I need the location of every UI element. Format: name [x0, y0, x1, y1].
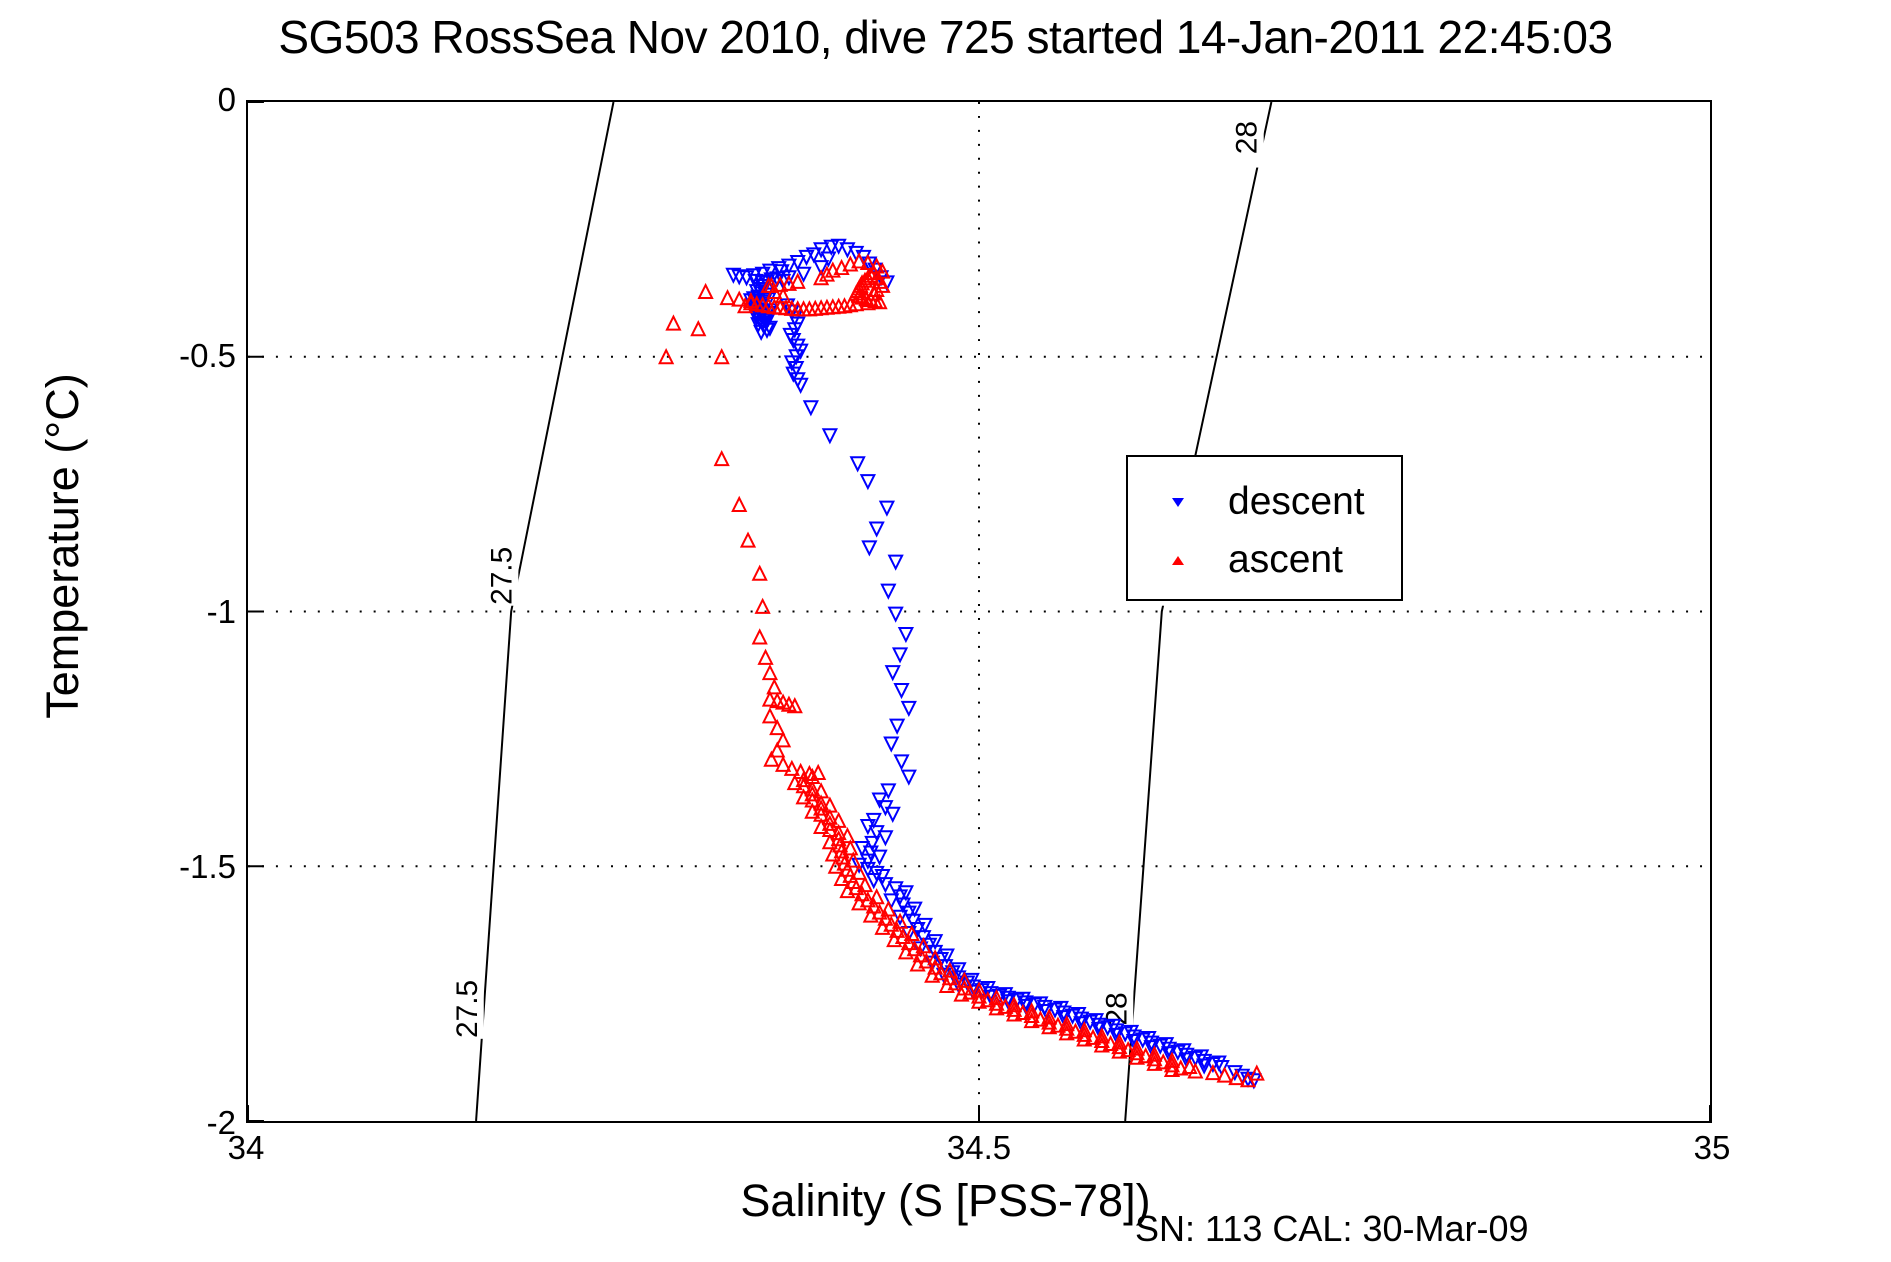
svg-text:28: 28 [1231, 121, 1264, 154]
sensor-calibration-note: SN: 113 CAL: 30-Mar-09 [1135, 1208, 1529, 1249]
page-title: SG503 RossSea Nov 2010, dive 725 started… [278, 11, 1613, 63]
series-descent [725, 238, 1262, 1090]
scatter-data-layer [658, 238, 1265, 1090]
x-tick-label: 34 [227, 1129, 265, 1166]
svg-text:27.5: 27.5 [451, 980, 484, 1038]
triangle-down-icon [1128, 497, 1228, 507]
plot-area: 27.527.5282828 [246, 100, 1712, 1123]
legend: descent ascent [1126, 455, 1403, 601]
grid-layer [247, 101, 1711, 1122]
x-axis-label: Salinity (S [PSS-78]) [740, 1175, 1151, 1226]
legend-label: descent [1228, 480, 1365, 523]
legend-item-descent[interactable]: descent [1128, 477, 1401, 527]
legend-item-ascent[interactable]: ascent [1128, 535, 1401, 585]
y-tick-label: -1.5 [179, 848, 236, 886]
triangle-up-icon [1128, 555, 1228, 565]
series-ascent [658, 252, 1265, 1088]
x-tick-label: 35 [1693, 1129, 1731, 1166]
y-tick-label: 0 [217, 81, 236, 118]
y-tick-label: -2 [206, 1104, 236, 1141]
y-axis-label: Temperature (°C) [37, 373, 88, 719]
legend-label: ascent [1228, 538, 1343, 581]
svg-text:27.5: 27.5 [485, 547, 518, 605]
y-tick-label: -1 [206, 592, 236, 630]
y-tick-label: -0.5 [179, 336, 236, 374]
x-tick-label: 34.5 [946, 1129, 1012, 1166]
